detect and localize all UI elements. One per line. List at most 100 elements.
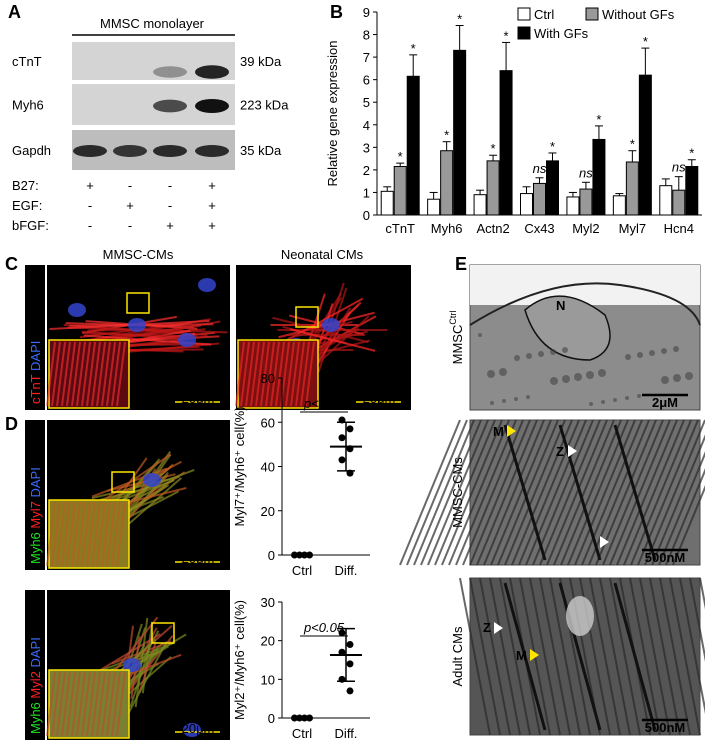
myofibril [567, 419, 629, 566]
organelle [502, 399, 506, 403]
significance: * [596, 112, 601, 127]
y-tick-label: 80 [261, 371, 275, 386]
striation [66, 671, 76, 737]
treatment-sign: + [86, 178, 94, 193]
data-point [296, 714, 303, 722]
z-line [558, 424, 602, 561]
striation [265, 341, 275, 407]
organelle [661, 376, 669, 384]
arrowhead [600, 536, 609, 548]
x-tick-label: Actn2 [476, 221, 509, 236]
blot-band [113, 145, 147, 157]
vacuole [566, 596, 594, 636]
nucleus [178, 333, 196, 347]
significance: ns [672, 160, 686, 175]
significance: * [491, 141, 496, 156]
x-tick-label: Cx43 [524, 221, 554, 236]
y-tick-label: 20 [261, 504, 275, 519]
bar [440, 150, 454, 216]
myofibril [499, 577, 531, 736]
row-label-sup: Ctrl [448, 311, 458, 325]
stain-name: Myl7 [28, 501, 43, 528]
striation [61, 501, 71, 567]
x-tick-label: Myl2 [572, 221, 599, 236]
em-mark: M [516, 648, 527, 663]
data-point [346, 687, 354, 695]
arrowhead [494, 622, 503, 634]
y-tick-label: 20 [261, 634, 275, 649]
scale-label: 20μm [182, 551, 215, 566]
treatment-sign: + [208, 198, 216, 213]
error-bar [568, 191, 577, 197]
x-tick-label: Myl7 [619, 221, 646, 236]
zoom-box [295, 306, 319, 328]
stain-strip [25, 590, 45, 740]
error-bar [535, 177, 544, 184]
myofibril [665, 468, 705, 566]
striation [86, 671, 96, 737]
bar [685, 166, 699, 216]
column-title: Neonatal CMs [281, 247, 364, 262]
stain-name: cTnT [28, 374, 43, 404]
treatment-sign: + [208, 178, 216, 193]
striation [101, 671, 111, 737]
em-bg [470, 265, 700, 305]
fiber [289, 328, 376, 352]
significance: * [504, 28, 509, 43]
x-tick-label: Diff. [335, 563, 358, 578]
striation [96, 501, 106, 567]
striation [66, 501, 76, 567]
striation [106, 671, 116, 737]
myofibril [448, 419, 510, 566]
bar [546, 160, 559, 216]
data-point [291, 551, 298, 559]
data-point [291, 714, 298, 722]
treatment-label: B27: [12, 178, 39, 193]
y-axis-label: Relative gene expression [325, 41, 340, 187]
organelle [550, 349, 556, 355]
x-tick-label: Ctrl [292, 563, 312, 578]
striation [86, 501, 96, 567]
bar [499, 70, 513, 216]
organelle [637, 352, 643, 358]
z-line [503, 424, 547, 561]
organelle [514, 355, 520, 361]
bar [638, 74, 652, 216]
myofibril [588, 419, 650, 566]
organelle [673, 374, 681, 382]
error-bar [628, 150, 637, 162]
myofibril [459, 577, 491, 736]
y-tick-label: 6 [363, 73, 370, 88]
em-mark: Z [483, 620, 491, 635]
blot-band [195, 145, 229, 157]
striation [235, 341, 245, 407]
z-line [558, 582, 602, 731]
y-tick-label: 10 [261, 672, 275, 687]
bar [406, 75, 420, 216]
blot-label: cTnT [12, 54, 42, 69]
myofibril [518, 419, 580, 566]
stain-name: DAPI [28, 467, 43, 497]
fiber [85, 332, 198, 338]
striation [101, 341, 111, 407]
treatment-sign: - [168, 178, 172, 193]
panel-label: D [5, 414, 18, 434]
bar [533, 182, 546, 216]
myofibril [639, 577, 671, 736]
organelle [538, 351, 544, 357]
bar [486, 160, 500, 216]
striation [305, 341, 315, 407]
significance: * [444, 128, 449, 143]
significance: * [457, 12, 462, 27]
stain-label: Myh6 Myl7 DAPI [28, 467, 43, 564]
myofibril [469, 419, 531, 566]
myofibril [549, 577, 581, 736]
myofibril [599, 577, 631, 736]
striation [275, 341, 285, 407]
blot-band [153, 66, 187, 78]
y-tick-label: 30 [261, 595, 275, 610]
striation [260, 341, 270, 407]
myofibril [616, 419, 678, 566]
treatment-label: bFGF: [12, 218, 49, 233]
myofibril [406, 419, 468, 566]
